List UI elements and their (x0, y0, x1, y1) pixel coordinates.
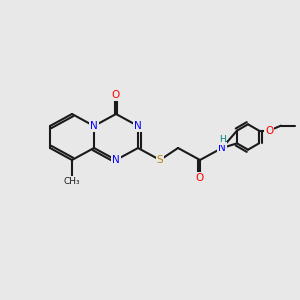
Text: N: N (90, 121, 98, 131)
Text: CH₃: CH₃ (64, 176, 80, 185)
Text: N: N (112, 155, 120, 165)
Text: S: S (157, 155, 163, 165)
Text: O: O (196, 173, 204, 183)
Text: O: O (112, 90, 120, 100)
Text: N: N (134, 121, 142, 131)
Text: O: O (265, 126, 273, 136)
Text: N: N (218, 143, 226, 153)
Text: H: H (219, 136, 225, 145)
